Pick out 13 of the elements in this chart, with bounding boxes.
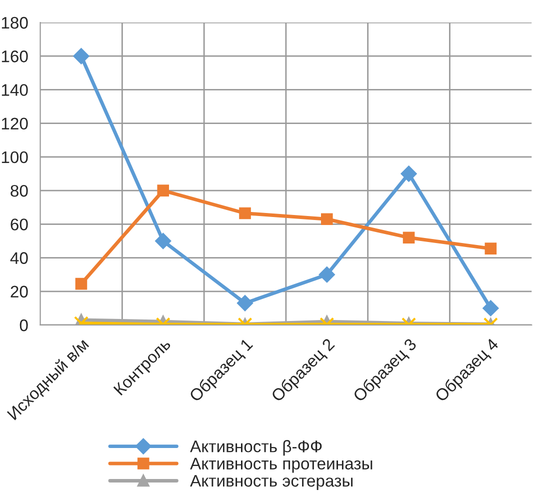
legend-label: Активность протеиназы (190, 458, 372, 473)
y-tick-label: 80 (10, 184, 28, 197)
y-tick-label: 160 (2, 50, 28, 62)
y-tick-label: 140 (2, 84, 28, 96)
y-tick-label: 120 (2, 118, 28, 130)
y-tick-label: 100 (2, 151, 28, 164)
y-tick-label: 20 (10, 286, 28, 298)
y-tick-label: 40 (10, 252, 28, 264)
legend-label: Активность эстеразы (190, 475, 353, 490)
legend-label: Активность β-ФФ (190, 440, 322, 456)
y-tick-label: 180 (2, 16, 28, 29)
y-tick-label: 60 (10, 218, 28, 230)
y-tick-label: 0 (20, 319, 28, 332)
